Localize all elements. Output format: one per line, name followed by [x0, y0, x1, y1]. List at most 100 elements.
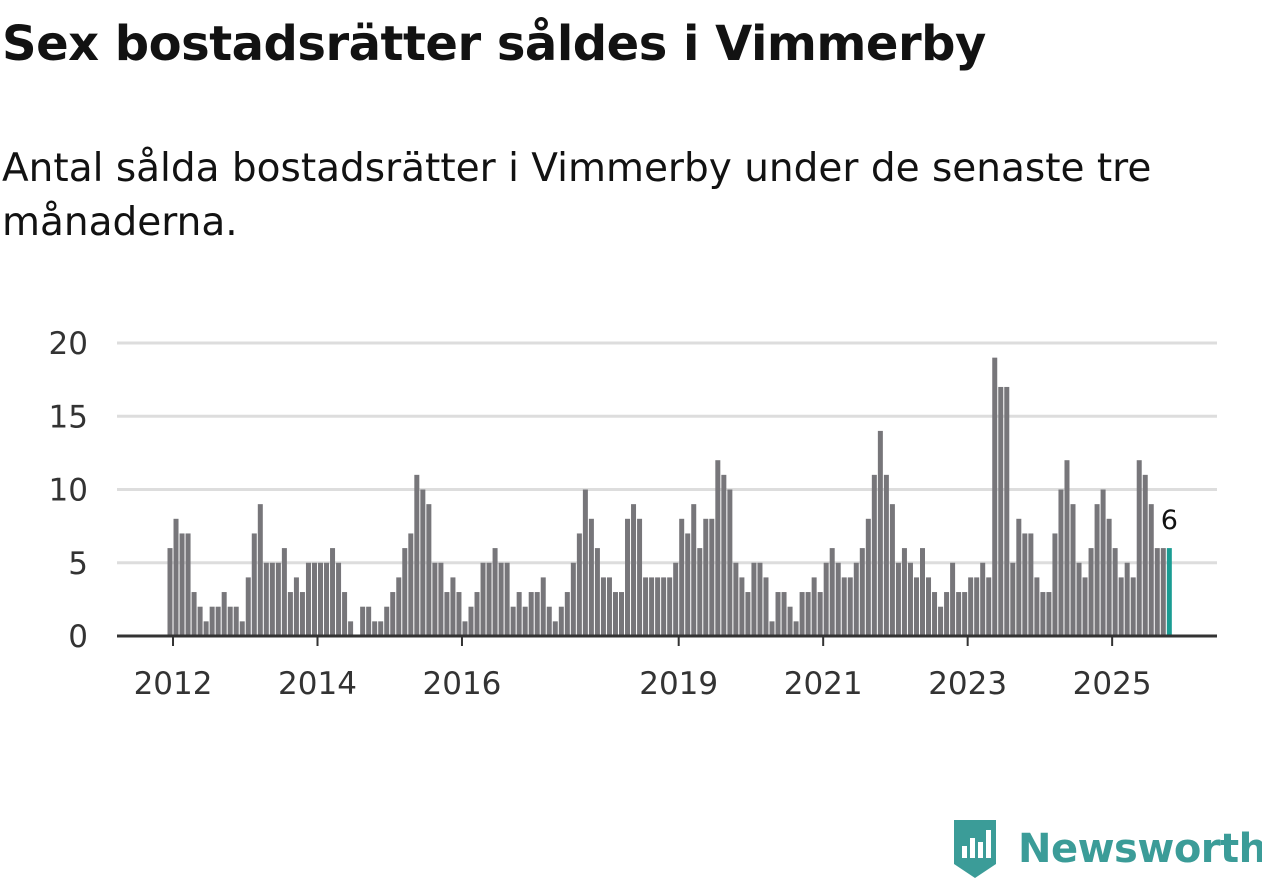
- bar: [348, 621, 354, 636]
- bar: [318, 562, 323, 636]
- bar: [1118, 577, 1124, 636]
- bar: [992, 357, 998, 636]
- bar: [281, 548, 287, 636]
- bar-highlight: [1166, 548, 1172, 636]
- bar: [1148, 504, 1154, 636]
- gridlines: [117, 341, 1217, 565]
- bar: [191, 592, 197, 636]
- bar: [245, 577, 251, 636]
- x-tick-label-2012: 2012: [134, 666, 213, 702]
- bar: [1028, 533, 1034, 636]
- bar: [474, 592, 480, 636]
- bar: [968, 577, 974, 636]
- bar: [679, 518, 685, 636]
- bar: [715, 460, 721, 636]
- bar: [649, 577, 655, 636]
- bar: [1142, 474, 1148, 636]
- bar: [883, 474, 889, 636]
- bar: [1082, 577, 1088, 636]
- bar: [932, 592, 938, 636]
- y-tick-label-10: 10: [49, 473, 88, 509]
- bar: [546, 606, 552, 636]
- bar: [974, 577, 980, 636]
- bar: [793, 621, 799, 636]
- bar: [173, 518, 179, 636]
- bar: [619, 592, 624, 636]
- bar: [1094, 504, 1100, 636]
- bar: [330, 548, 336, 636]
- bar: [311, 562, 317, 636]
- bar: [1160, 548, 1166, 636]
- bar: [1010, 562, 1016, 636]
- bar: [462, 621, 468, 636]
- bar: [468, 606, 474, 636]
- bar: [486, 562, 492, 636]
- bar: [1046, 592, 1052, 636]
- bar: [444, 592, 450, 636]
- highlight-value-label: 6: [1161, 505, 1178, 536]
- bar: [378, 621, 384, 636]
- bar: [1040, 592, 1046, 636]
- bar: [251, 533, 257, 636]
- bar: [402, 548, 408, 636]
- bar: [606, 577, 612, 636]
- bar: [1076, 562, 1082, 636]
- bar: [980, 562, 986, 636]
- bar: [1064, 460, 1070, 636]
- y-tick-label-15: 15: [49, 399, 88, 435]
- bar: [956, 592, 962, 636]
- bar: [257, 504, 263, 636]
- bar: [396, 577, 402, 636]
- bar: [534, 592, 540, 636]
- bar: [835, 562, 841, 636]
- bar: [944, 592, 950, 636]
- bar: [336, 562, 342, 636]
- bar: [233, 606, 239, 636]
- bar: [703, 518, 709, 636]
- bar: [871, 474, 877, 636]
- bar: [1004, 386, 1010, 636]
- bar: [1088, 548, 1094, 636]
- newsworthy-logo-icon: [954, 820, 996, 878]
- bar: [697, 548, 703, 636]
- bar: [1022, 533, 1028, 636]
- bar: [655, 577, 661, 636]
- bar: [739, 577, 745, 636]
- bar: [673, 562, 679, 636]
- bar: [1130, 577, 1136, 636]
- x-tick-label-2014: 2014: [278, 666, 357, 702]
- bar: [775, 592, 781, 636]
- bar: [612, 592, 618, 636]
- bar: [895, 562, 901, 636]
- bar: [414, 474, 420, 636]
- bar: [787, 606, 793, 636]
- bar: [456, 592, 462, 636]
- bar: [1016, 518, 1022, 636]
- bar: [1136, 460, 1142, 636]
- bar: [913, 577, 919, 636]
- bar: [492, 548, 498, 636]
- bar: [558, 606, 564, 636]
- bar: [637, 518, 643, 636]
- bar: [576, 533, 582, 636]
- bar: [685, 533, 691, 636]
- bar: [1124, 562, 1130, 636]
- bar: [263, 562, 269, 636]
- bar: [841, 577, 847, 636]
- bar: [926, 577, 932, 636]
- bar: [1154, 548, 1160, 636]
- bar: [769, 621, 775, 636]
- bar: [438, 562, 444, 636]
- x-tick-label-2016: 2016: [423, 666, 502, 702]
- bar: [594, 548, 600, 636]
- bar: [372, 621, 378, 636]
- brand-name: Newsworthy: [1018, 826, 1262, 872]
- bar: [763, 577, 769, 636]
- bar: [938, 606, 944, 636]
- x-tick-label-2023: 2023: [928, 666, 1007, 702]
- bar: [540, 577, 546, 636]
- bar: [817, 592, 823, 636]
- bar: [390, 592, 396, 636]
- y-tick-label-0: 0: [68, 619, 88, 655]
- bar: [625, 518, 631, 636]
